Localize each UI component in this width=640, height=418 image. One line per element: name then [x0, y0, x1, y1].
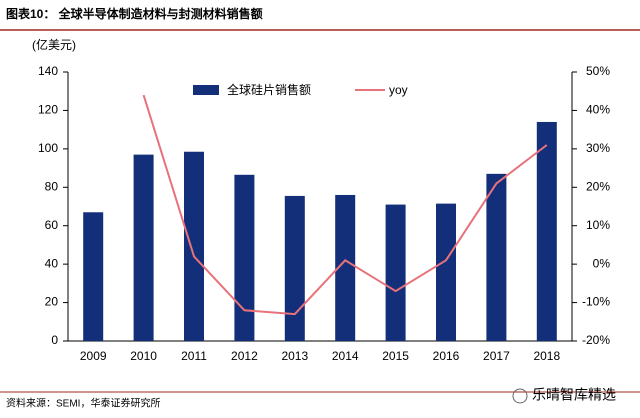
bar: [83, 212, 104, 341]
y2-tick-label: 10%: [586, 218, 610, 232]
bar: [284, 195, 305, 341]
y-tick-label: 120: [38, 103, 58, 117]
source-note: 资料来源：SEMI，华泰证券研究所: [6, 397, 160, 410]
y2-tick-label: 0%: [593, 256, 611, 270]
y2-tick-label: -10%: [582, 295, 610, 309]
bar: [234, 174, 255, 341]
bar: [436, 203, 456, 341]
legend-label: yoy: [389, 83, 408, 97]
x-tick-label: 2012: [231, 349, 258, 363]
y-tick-label: 0: [51, 333, 58, 347]
x-tick-label: 2015: [382, 349, 409, 363]
x-tick-label: 2014: [332, 349, 359, 363]
y2-tick-label: 40%: [586, 103, 610, 117]
x-tick-label: 2010: [130, 349, 157, 363]
y-tick-label: 20: [45, 295, 59, 309]
bar: [133, 154, 154, 341]
y-tick-label: 100: [38, 141, 58, 155]
line: [142, 94, 548, 316]
y-tick-label: 80: [45, 179, 59, 193]
x-tick-label: 2009: [80, 349, 107, 363]
chart-title: 图表10： 全球半导体制造材料与封测材料销售额: [6, 6, 263, 21]
bar: [385, 204, 406, 341]
y2-tick-label: 30%: [586, 141, 610, 155]
legend-label: 全球硅片销售额: [227, 82, 311, 97]
y2-tick-label: -20%: [582, 333, 610, 347]
watermark-icon: [512, 388, 528, 404]
y-tick-label: 40: [45, 256, 59, 270]
x-tick-label: 2017: [483, 349, 510, 363]
bar: [335, 194, 356, 341]
x-tick-label: 2016: [433, 349, 460, 363]
bar: [536, 121, 557, 341]
x-tick-label: 2011: [181, 349, 207, 363]
x-tick-label: 2018: [533, 349, 560, 363]
bar: [486, 173, 507, 341]
bar: [184, 151, 204, 341]
y-tick-label: 60: [45, 218, 59, 232]
y-axis-label: (亿美元): [32, 37, 76, 52]
watermark: 乐晴智库精选: [532, 387, 616, 403]
y2-tick-label: 50%: [586, 64, 610, 78]
y2-tick-label: 20%: [586, 179, 610, 193]
y-tick-label: 140: [38, 64, 58, 78]
legend-swatch: [193, 85, 219, 95]
x-tick-label: 2013: [281, 349, 308, 363]
